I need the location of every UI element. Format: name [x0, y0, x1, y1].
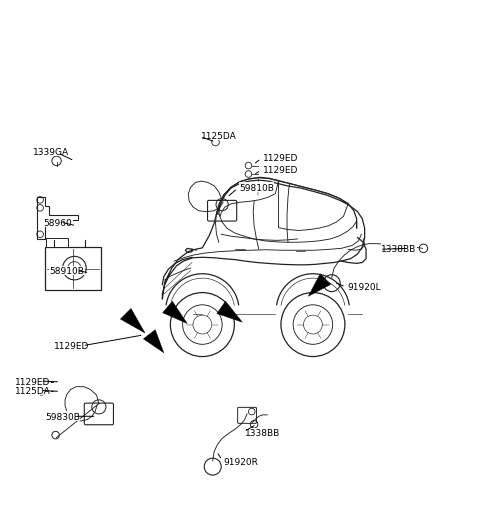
- Text: 59810B: 59810B: [239, 183, 274, 192]
- Polygon shape: [144, 330, 164, 353]
- Bar: [46, 239, 68, 247]
- Text: 91920R: 91920R: [224, 458, 258, 467]
- Text: 1125DA: 1125DA: [15, 386, 51, 395]
- FancyBboxPatch shape: [207, 201, 237, 221]
- Text: 1339GA: 1339GA: [33, 148, 69, 157]
- Text: 91920L: 91920L: [347, 283, 381, 292]
- Bar: [45, 247, 101, 291]
- Text: 1125DA: 1125DA: [202, 132, 237, 140]
- Text: 1129ED: 1129ED: [263, 165, 298, 175]
- Polygon shape: [308, 274, 331, 297]
- Text: 1129ED: 1129ED: [263, 154, 298, 163]
- FancyBboxPatch shape: [238, 408, 256, 423]
- Text: 1338BB: 1338BB: [381, 244, 416, 253]
- Text: 1129ED: 1129ED: [54, 342, 90, 351]
- Polygon shape: [163, 302, 187, 324]
- Text: 58910B: 58910B: [49, 266, 84, 275]
- Text: 1338BB: 1338BB: [245, 429, 280, 437]
- Polygon shape: [120, 309, 145, 333]
- FancyBboxPatch shape: [84, 403, 113, 425]
- Text: 59830B: 59830B: [45, 412, 80, 421]
- Text: 58960: 58960: [43, 218, 72, 227]
- Text: 1129ED: 1129ED: [15, 377, 50, 386]
- Polygon shape: [217, 302, 242, 323]
